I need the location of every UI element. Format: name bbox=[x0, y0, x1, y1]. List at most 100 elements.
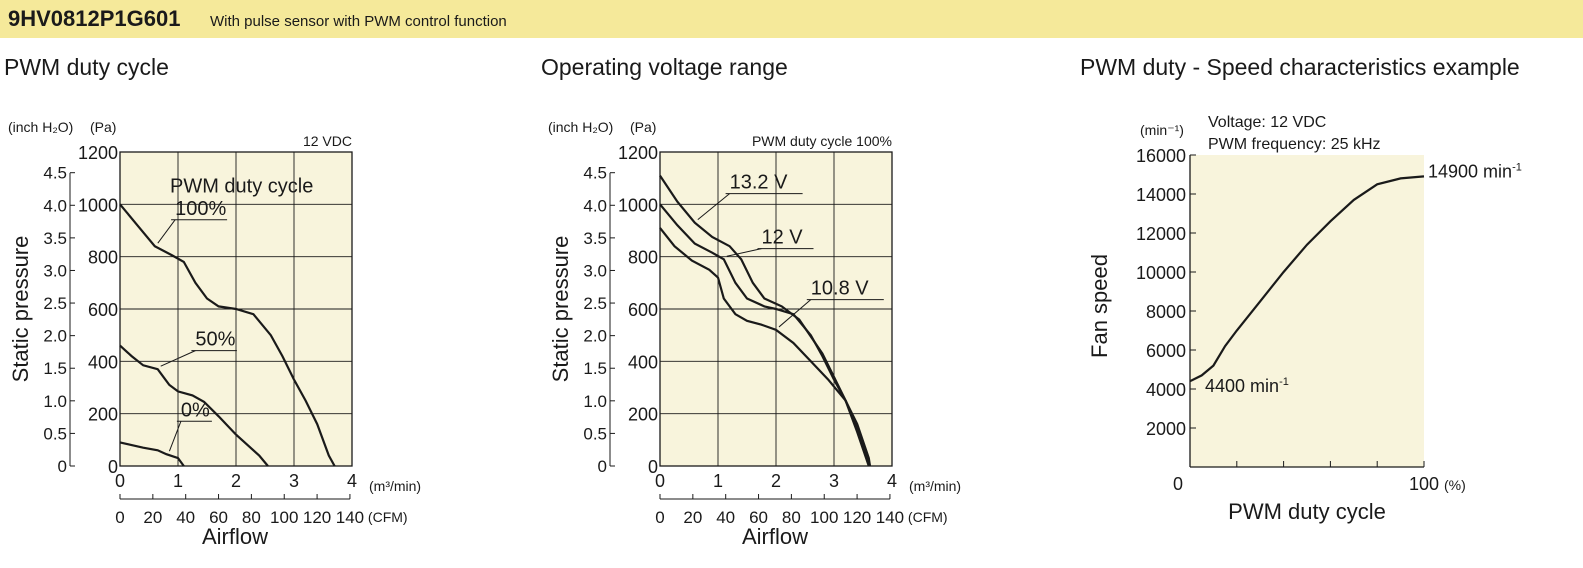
volt-x-tick-label: 0 bbox=[655, 471, 665, 491]
volt-cfm-unit: (CFM) bbox=[908, 509, 948, 525]
volt-inch-tick-label: 2.5 bbox=[583, 294, 607, 313]
volt-series-1-leader bbox=[726, 248, 762, 257]
volt-plot-frame bbox=[659, 151, 893, 467]
speed-y-tick-label: 10000 bbox=[1136, 263, 1186, 283]
speed-y-tick-label: 4000 bbox=[1146, 380, 1186, 400]
speed-x-title: PWM duty cycle bbox=[1228, 499, 1386, 524]
volt-cfm-tick-label: 100 bbox=[810, 508, 838, 527]
pwm-series-0-label: 100% bbox=[175, 198, 226, 220]
volt-pa-tick-label: 1200 bbox=[618, 143, 658, 163]
pwm-series-1-line bbox=[119, 344, 269, 467]
volt-pa-tick-label: 400 bbox=[628, 352, 658, 372]
speed-y-tick-label: 14000 bbox=[1136, 185, 1186, 205]
pwm-cfm-tick-label: 100 bbox=[270, 508, 298, 527]
pwm-inch-tick-label: 3.0 bbox=[43, 261, 67, 280]
speed-y-tick-label: 8000 bbox=[1146, 302, 1186, 322]
pwm-series-2-label: 0% bbox=[181, 399, 210, 421]
pwm-series-0-leader bbox=[157, 219, 176, 244]
chart-title-voltage: Operating voltage range bbox=[541, 54, 788, 80]
chart-title-speed: PWM duty - Speed characteristics example bbox=[1080, 54, 1520, 80]
volt-inch-tick-label: 1.0 bbox=[583, 392, 607, 411]
volt-inch-tick-label: 4.0 bbox=[583, 196, 607, 215]
pwm-series-0-line bbox=[119, 203, 336, 467]
volt-series-0-label: 13.2 V bbox=[730, 172, 788, 194]
voltage-range-chart: 02004006008001000120000.51.01.52.02.53.0… bbox=[548, 119, 961, 549]
pwm-pa-tick-label: 800 bbox=[88, 248, 118, 268]
speed-x-unit: (%) bbox=[1444, 477, 1466, 493]
pwm-inch-unit: (inch H₂O) bbox=[8, 119, 73, 135]
pwm-cfm-tick-label: 120 bbox=[303, 508, 331, 527]
pwm-cfm-tick-label: 140 bbox=[336, 508, 364, 527]
speed-y-tick-label: 2000 bbox=[1146, 419, 1186, 439]
pwm-x-unit-top: (m³/min) bbox=[369, 478, 421, 494]
pwm-cfm-tick-label: 20 bbox=[143, 508, 162, 527]
volt-inch-tick-label: 2.0 bbox=[583, 327, 607, 346]
volt-series-2-label: 10.8 V bbox=[811, 278, 869, 300]
volt-x-tick-label: 3 bbox=[829, 471, 839, 491]
volt-cfm-tick-label: 120 bbox=[843, 508, 871, 527]
pwm-pa-tick-label: 0 bbox=[108, 457, 118, 477]
pwm-inch-tick-label: 0 bbox=[58, 457, 67, 476]
speed-y-unit: (min⁻¹) bbox=[1140, 122, 1184, 138]
volt-series-2-line bbox=[659, 227, 871, 467]
volt-cfm-tick-label: 40 bbox=[716, 508, 735, 527]
pwm-inch-tick-label: 2.0 bbox=[43, 327, 67, 346]
pwm-cfm-tick-label: 40 bbox=[176, 508, 195, 527]
volt-cfm-tick-label: 60 bbox=[749, 508, 768, 527]
pwm-legend-title: PWM duty cycle bbox=[170, 176, 313, 198]
speed-x-tick-label: 100 bbox=[1409, 474, 1439, 494]
speed-y-title: Fan speed bbox=[1087, 254, 1112, 358]
pwm-pa-unit: (Pa) bbox=[90, 119, 116, 135]
pwm-cfm-unit: (CFM) bbox=[368, 509, 408, 525]
pwm-x-tick-label: 1 bbox=[173, 471, 183, 491]
speed-max-annotation-sup: -1 bbox=[1512, 161, 1522, 173]
pwm-series-2-line bbox=[119, 441, 185, 467]
volt-x-tick-label: 2 bbox=[771, 471, 781, 491]
volt-x-title: Airflow bbox=[742, 524, 808, 549]
pwm-cfm-tick-label: 0 bbox=[115, 508, 124, 527]
pwm-pa-tick-label: 1000 bbox=[78, 195, 118, 215]
volt-series-2-leader bbox=[778, 299, 812, 328]
pwm-inch-tick-label: 2.5 bbox=[43, 294, 67, 313]
pwm-series-2-leader bbox=[168, 421, 182, 452]
speed-characteristics-chart: 2000 4000 6000 8000 10000 12000 14000 16000 0 100… bbox=[1087, 114, 1522, 524]
chart-title-pwm: PWM duty cycle bbox=[4, 54, 169, 80]
speed-min-annotation-sup: -1 bbox=[1279, 376, 1289, 388]
pwm-cfm-tick-label: 80 bbox=[242, 508, 261, 527]
speed-series-line bbox=[1189, 175, 1425, 383]
header-banner: 9HV0812P1G601 With pulse sensor with PWM… bbox=[0, 0, 1583, 38]
pwm-x-tick-label: 3 bbox=[289, 471, 299, 491]
pwm-x-tick-label: 4 bbox=[347, 471, 357, 491]
volt-inch-tick-label: 0.5 bbox=[583, 424, 607, 443]
volt-note: PWM duty cycle 100% bbox=[752, 133, 892, 149]
pwm-pa-tick-label: 600 bbox=[88, 300, 118, 320]
volt-series-0-leader bbox=[697, 193, 730, 221]
model-number: 9HV0812P1G601 bbox=[8, 6, 181, 31]
pwm-series-1-label: 50% bbox=[195, 329, 235, 351]
speed-frequency-note: PWM frequency: 25 kHz bbox=[1208, 136, 1381, 153]
volt-cfm-tick-label: 80 bbox=[782, 508, 801, 527]
volt-y-title: Static pressure bbox=[548, 236, 573, 383]
volt-pa-tick-label: 1000 bbox=[618, 195, 658, 215]
pwm-inch-tick-label: 4.0 bbox=[43, 196, 67, 215]
pwm-inch-tick-label: 1.0 bbox=[43, 392, 67, 411]
pwm-inch-tick-label: 4.5 bbox=[43, 164, 67, 183]
pwm-y-title: Static pressure bbox=[8, 236, 33, 383]
pwm-duty-chart: 02004006008001000120000.51.01.52.02.53.0… bbox=[8, 119, 421, 549]
volt-inch-tick-label: 0 bbox=[598, 457, 607, 476]
volt-pa-tick-label: 200 bbox=[628, 405, 658, 425]
volt-x-tick-label: 1 bbox=[713, 471, 723, 491]
pwm-series-1-leader bbox=[160, 350, 196, 367]
volt-pa-tick-label: 0 bbox=[648, 457, 658, 477]
volt-pa-tick-label: 600 bbox=[628, 300, 658, 320]
pwm-x-tick-label: 0 bbox=[115, 471, 125, 491]
volt-inch-tick-label: 3.0 bbox=[583, 261, 607, 280]
speed-min-annotation: 4400 min-1 bbox=[1205, 376, 1289, 396]
pwm-x-tick-label: 2 bbox=[231, 471, 241, 491]
pwm-x-title: Airflow bbox=[202, 524, 268, 549]
volt-x-tick-label: 4 bbox=[887, 471, 897, 491]
volt-inch-tick-label: 3.5 bbox=[583, 229, 607, 248]
pwm-pa-tick-label: 400 bbox=[88, 352, 118, 372]
pwm-pa-tick-label: 200 bbox=[88, 405, 118, 425]
volt-series-1-label: 12 V bbox=[762, 227, 804, 249]
